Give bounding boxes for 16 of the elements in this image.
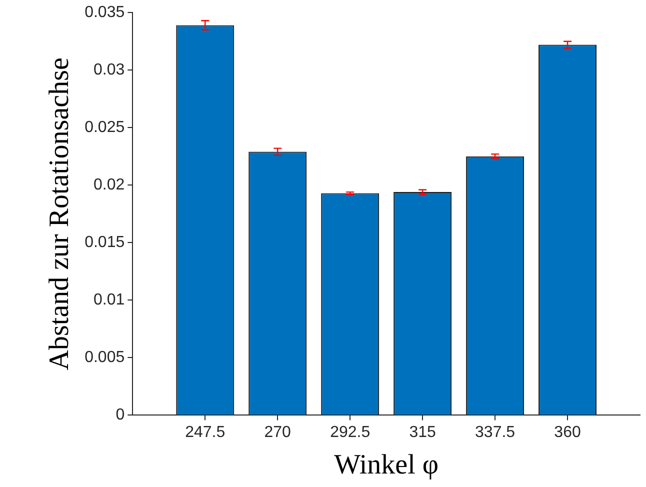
y-tick-label: 0.03 (94, 62, 125, 79)
x-tick-label: 247.5 (185, 424, 226, 442)
x-tick-label: 270 (264, 424, 292, 442)
y-tick-label: 0.02 (94, 176, 125, 194)
y-tick-label: 0.01 (94, 292, 125, 309)
y-tick-label: 0 (116, 406, 125, 424)
x-tick-label: 315 (409, 424, 436, 442)
x-tick-label: 337.5 (475, 424, 516, 442)
y-tick-label: 0.025 (84, 119, 125, 136)
y-tick-label: 0.035 (84, 4, 125, 22)
x-axis-title: Winkel φ (334, 450, 439, 481)
y-tick-label: 0.005 (84, 349, 125, 366)
x-tick-label: 360 (554, 424, 581, 442)
x-tick-label: 292.5 (330, 424, 370, 442)
y-axis-title: Abstand zur Rotationsachse (44, 58, 76, 370)
y-tick-label: 0.015 (84, 234, 125, 252)
